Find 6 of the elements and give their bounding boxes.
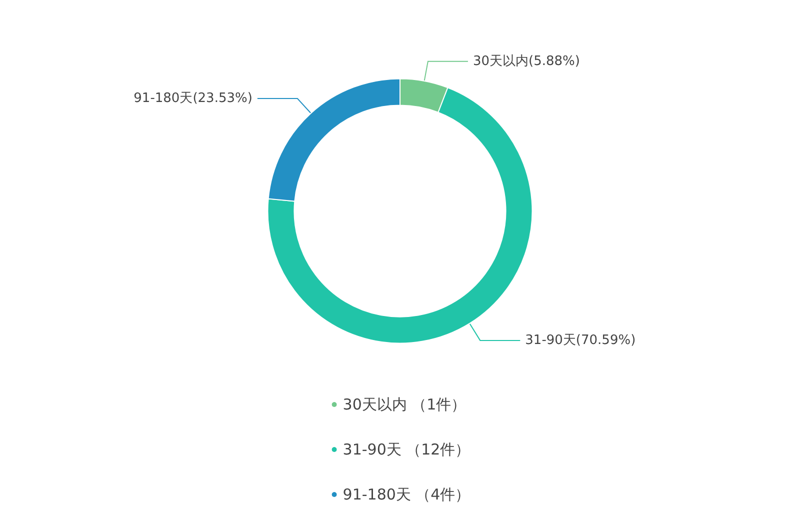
legend-label: 30天以内 （1件） xyxy=(342,396,466,414)
data-label: 30天以内(5.88%) xyxy=(472,54,580,69)
data-label: 31-90天(70.59%) xyxy=(525,332,636,348)
legend-label: 91-180天 （4件） xyxy=(342,486,470,504)
legend-label: 31-90天 （12件） xyxy=(342,440,470,458)
data-label: 91-180天(23.53%) xyxy=(134,90,252,106)
